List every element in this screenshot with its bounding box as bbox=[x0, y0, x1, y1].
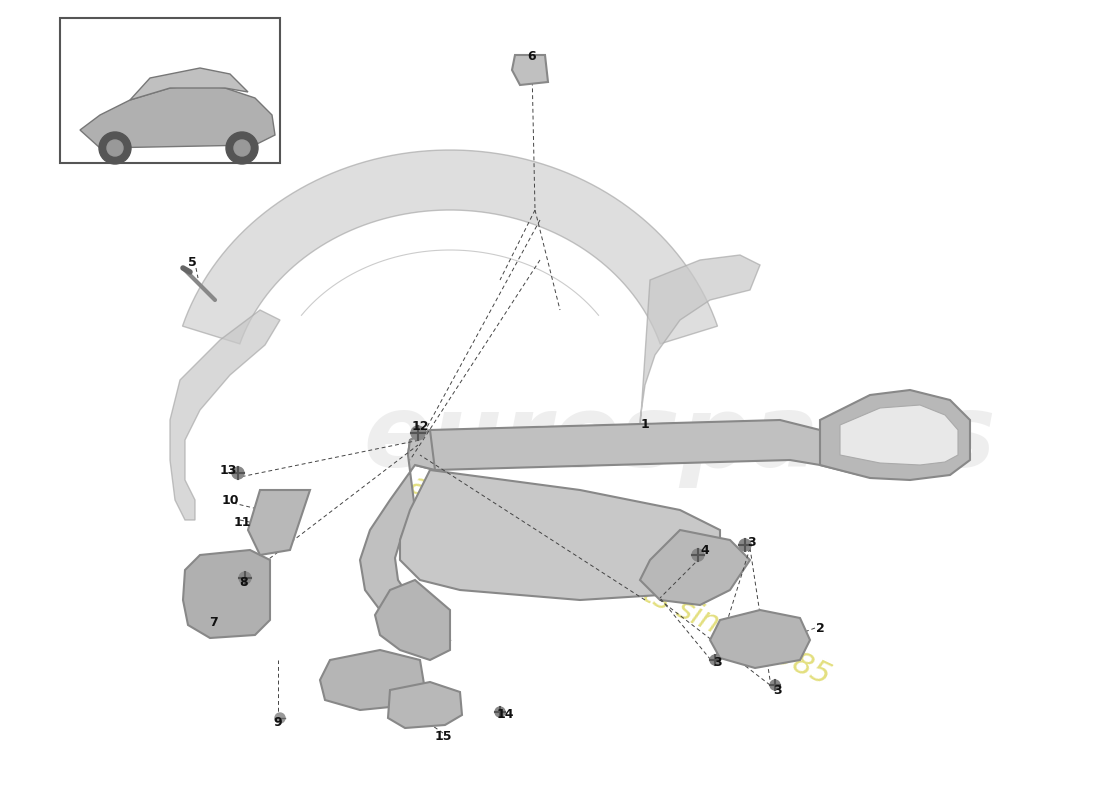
Circle shape bbox=[107, 140, 123, 156]
Polygon shape bbox=[170, 310, 280, 520]
Text: 11: 11 bbox=[233, 515, 251, 529]
Circle shape bbox=[770, 680, 780, 690]
Polygon shape bbox=[408, 420, 870, 475]
Circle shape bbox=[692, 549, 704, 561]
Polygon shape bbox=[640, 530, 750, 605]
Text: a passion for parts since 1985: a passion for parts since 1985 bbox=[405, 470, 835, 690]
Polygon shape bbox=[840, 405, 958, 465]
Circle shape bbox=[232, 467, 244, 479]
Polygon shape bbox=[320, 650, 425, 710]
Text: 5: 5 bbox=[188, 257, 197, 270]
Text: 13: 13 bbox=[219, 463, 236, 477]
Polygon shape bbox=[375, 580, 450, 660]
Text: 14: 14 bbox=[496, 707, 514, 721]
Polygon shape bbox=[360, 430, 450, 645]
Text: 10: 10 bbox=[221, 494, 239, 506]
Polygon shape bbox=[183, 150, 717, 344]
Text: 8: 8 bbox=[240, 575, 249, 589]
Circle shape bbox=[99, 132, 131, 164]
Circle shape bbox=[226, 132, 258, 164]
Text: 3: 3 bbox=[773, 683, 782, 697]
Text: eurospares: eurospares bbox=[364, 391, 997, 489]
Polygon shape bbox=[512, 55, 548, 85]
Circle shape bbox=[234, 140, 250, 156]
Polygon shape bbox=[248, 490, 310, 555]
Circle shape bbox=[275, 713, 285, 723]
Text: 9: 9 bbox=[274, 715, 283, 729]
Circle shape bbox=[411, 426, 425, 440]
Polygon shape bbox=[80, 85, 275, 148]
Text: 3: 3 bbox=[714, 657, 723, 670]
Circle shape bbox=[739, 539, 751, 551]
Polygon shape bbox=[640, 255, 760, 430]
Circle shape bbox=[495, 707, 505, 717]
Text: 15: 15 bbox=[434, 730, 452, 743]
Polygon shape bbox=[820, 390, 970, 480]
Bar bbox=[60, 18, 280, 163]
Text: 12: 12 bbox=[411, 421, 429, 434]
Polygon shape bbox=[183, 550, 270, 638]
Text: 4: 4 bbox=[701, 543, 710, 557]
Polygon shape bbox=[130, 68, 248, 100]
Text: 2: 2 bbox=[815, 622, 824, 634]
Text: 6: 6 bbox=[528, 50, 537, 63]
Polygon shape bbox=[400, 470, 720, 600]
Circle shape bbox=[710, 655, 720, 665]
Circle shape bbox=[239, 572, 251, 584]
Text: 1: 1 bbox=[640, 418, 649, 431]
Text: 7: 7 bbox=[209, 615, 218, 629]
Text: 3: 3 bbox=[748, 537, 757, 550]
Polygon shape bbox=[710, 610, 810, 668]
Polygon shape bbox=[388, 682, 462, 728]
